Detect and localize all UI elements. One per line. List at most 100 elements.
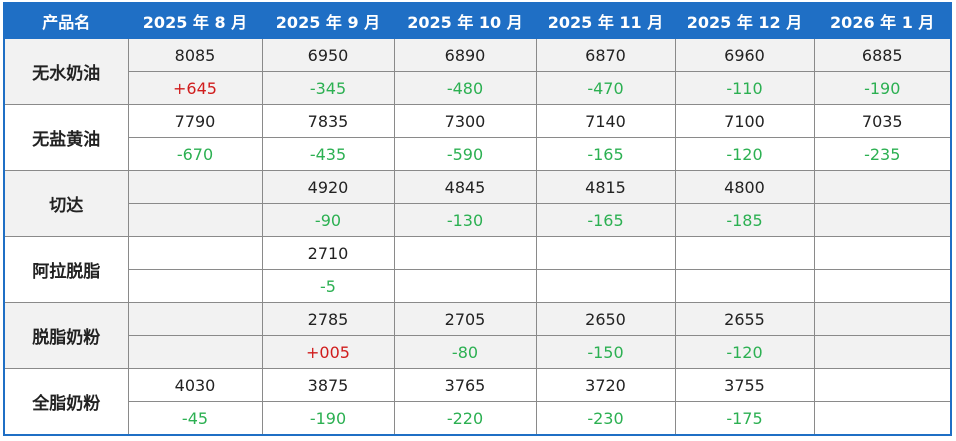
price-cell: 7100	[674, 104, 815, 138]
price-cell: 8085	[127, 38, 263, 72]
change-cell	[535, 269, 676, 303]
price-table: 产品名 2025 年 8 月 2025 年 9 月 2025 年 10 月 2025 年…	[3, 2, 952, 436]
change-cell: -80	[393, 335, 537, 369]
price-cell: 6960	[674, 38, 815, 72]
price-cell	[813, 236, 952, 270]
price-cell: 3875	[261, 368, 395, 402]
price-cell: 2705	[393, 302, 537, 336]
price-cell	[535, 236, 676, 270]
price-row: 无水奶油 8085 6950 6890 6870 6960 6885	[3, 38, 952, 105]
change-cell: -345	[261, 71, 395, 105]
change-cell: +645	[127, 71, 263, 105]
change-cell: -480	[393, 71, 537, 105]
change-cell: -130	[393, 203, 537, 237]
price-cell	[813, 302, 952, 336]
price-cell	[813, 368, 952, 402]
price-cell: 7035	[813, 104, 952, 138]
price-cell: 3765	[393, 368, 537, 402]
change-cell: -110	[674, 71, 815, 105]
price-cell: 2650	[535, 302, 676, 336]
change-row: -670 -435 -590 -165 -120 -235	[4, 137, 952, 171]
price-cell	[127, 302, 263, 336]
price-cell: 2655	[674, 302, 815, 336]
header-cell: 2025 年 11 月	[535, 2, 676, 39]
change-cell	[127, 269, 263, 303]
price-row: 无盐黄油 7790 7835 7300 7140 7100 7035	[3, 104, 952, 171]
change-cell: -590	[393, 137, 537, 171]
product-name: 阿拉脱脂	[3, 236, 129, 303]
change-cell: -670	[127, 137, 263, 171]
header-row: 产品名 2025 年 8 月 2025 年 9 月 2025 年 10 月 2025 年…	[3, 2, 952, 39]
price-row: 阿拉脱脂 2710	[3, 236, 952, 303]
change-cell: -230	[535, 401, 676, 436]
change-cell: -220	[393, 401, 537, 436]
change-cell: -190	[813, 71, 952, 105]
change-cell	[813, 269, 952, 303]
table-body: 无水奶油 8085 6950 6890 6870 6960 6885 +645 -345 -480…	[3, 38, 952, 436]
price-cell: 4800	[674, 170, 815, 204]
change-cell	[813, 335, 952, 369]
price-cell: 3720	[535, 368, 676, 402]
change-cell: -90	[261, 203, 395, 237]
change-cell: -185	[674, 203, 815, 237]
price-cell	[674, 236, 815, 270]
price-cell	[393, 236, 537, 270]
price-cell: 6870	[535, 38, 676, 72]
change-row: -90 -130 -165 -185	[4, 203, 952, 237]
change-cell: -165	[535, 203, 676, 237]
change-cell: -175	[674, 401, 815, 436]
product-name: 无盐黄油	[3, 104, 129, 171]
change-cell: -435	[261, 137, 395, 171]
price-cell: 3755	[674, 368, 815, 402]
change-cell	[813, 401, 952, 436]
price-cell: 7140	[535, 104, 676, 138]
header-cell: 2025 年 10 月	[393, 2, 537, 39]
product-name: 脱脂奶粉	[3, 302, 129, 369]
header-cell: 2026 年 1 月	[813, 2, 952, 39]
change-cell: -120	[674, 137, 815, 171]
change-cell: -470	[535, 71, 676, 105]
price-row: 脱脂奶粉 2785 2705 2650 2655	[3, 302, 952, 369]
price-cell: 2785	[261, 302, 395, 336]
price-cell: 4030	[127, 368, 263, 402]
change-cell: -120	[674, 335, 815, 369]
change-cell	[127, 203, 263, 237]
header-cell: 产品名	[3, 2, 129, 39]
price-cell: 2710	[261, 236, 395, 270]
header-cell: 2025 年 8 月	[127, 2, 263, 39]
price-row: 切达 4920 4845 4815 4800	[3, 170, 952, 237]
price-cell: 7300	[393, 104, 537, 138]
product-name: 无水奶油	[3, 38, 129, 105]
price-cell	[813, 170, 952, 204]
change-row: -45 -190 -220 -230 -175	[4, 401, 952, 436]
product-name: 切达	[3, 170, 129, 237]
price-cell	[127, 236, 263, 270]
change-cell	[127, 335, 263, 369]
price-cell	[127, 170, 263, 204]
change-cell: -5	[261, 269, 395, 303]
change-cell: -190	[261, 401, 395, 436]
change-cell	[674, 269, 815, 303]
price-cell: 4815	[535, 170, 676, 204]
header-cell: 2025 年 9 月	[261, 2, 395, 39]
price-cell: 4845	[393, 170, 537, 204]
change-cell: -45	[127, 401, 263, 436]
change-row: +645 -345 -480 -470 -110 -190	[4, 71, 952, 105]
change-cell	[393, 269, 537, 303]
price-cell: 6885	[813, 38, 952, 72]
change-cell: -235	[813, 137, 952, 171]
change-cell: +005	[261, 335, 395, 369]
price-cell: 7835	[261, 104, 395, 138]
price-cell: 6890	[393, 38, 537, 72]
change-row: +005 -80 -150 -120	[4, 335, 952, 369]
change-cell: -150	[535, 335, 676, 369]
header-cell: 2025 年 12 月	[674, 2, 815, 39]
product-name: 全脂奶粉	[3, 368, 129, 436]
price-row: 全脂奶粉 4030 3875 3765 3720 3755	[3, 368, 952, 436]
change-cell	[813, 203, 952, 237]
change-row: -5	[4, 269, 952, 303]
change-cell: -165	[535, 137, 676, 171]
price-cell: 4920	[261, 170, 395, 204]
price-cell: 7790	[127, 104, 263, 138]
